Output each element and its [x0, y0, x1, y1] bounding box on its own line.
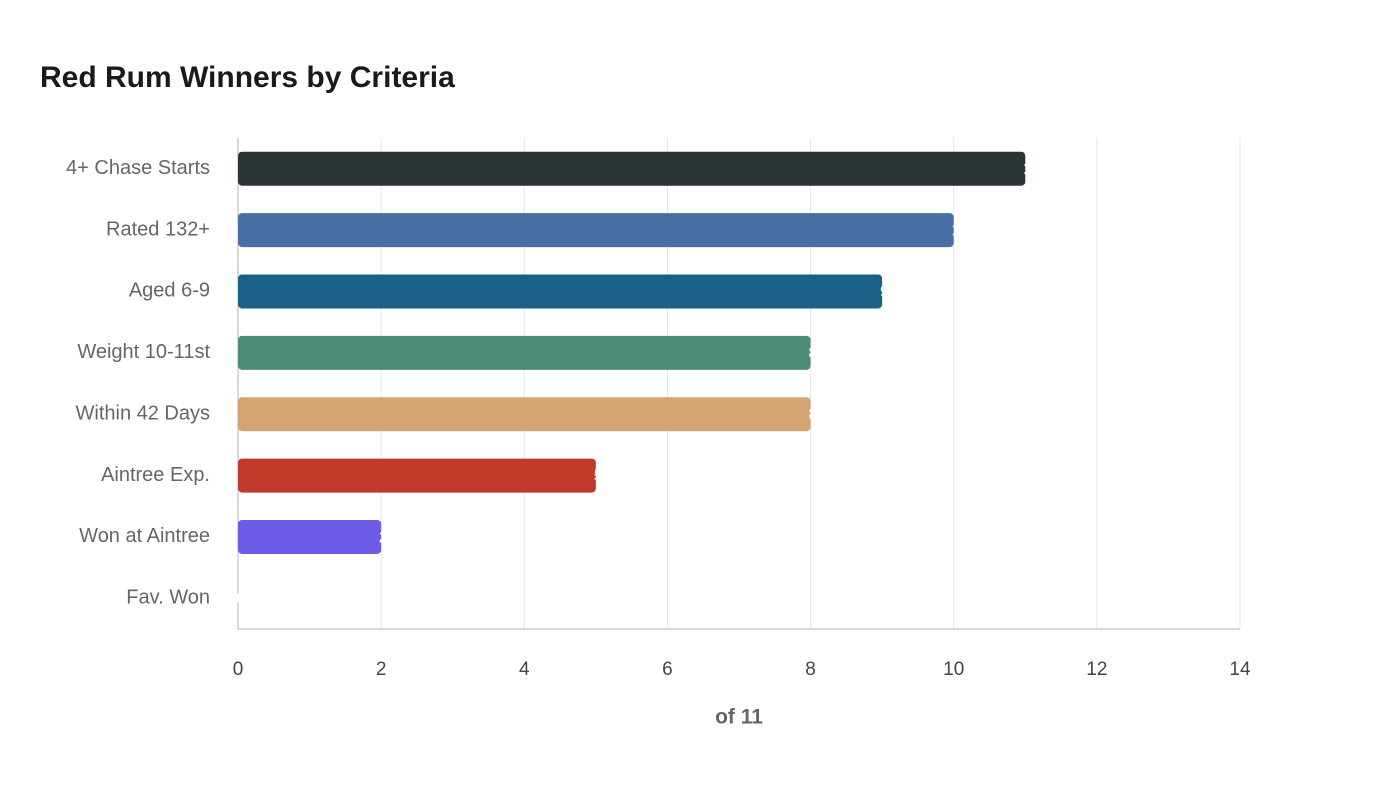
y-tick-label: Weight 10-11st [77, 341, 210, 363]
x-tick-label: 8 [805, 659, 816, 680]
bar [238, 213, 954, 248]
x-tick-label: 12 [1086, 659, 1107, 680]
y-tick-label: Rated 132+ [106, 218, 210, 240]
chart-title: Red Rum Winners by Criteria [40, 61, 455, 94]
y-tick-label: Aintree Exp. [101, 464, 210, 486]
y-tick-label: 4+ Chase Starts [66, 157, 210, 179]
data-label: 0 [236, 589, 245, 608]
x-tick-label: 10 [943, 659, 964, 680]
data-label: 9 [880, 282, 889, 301]
data-label: 8 [809, 405, 818, 424]
data-label: 5 [594, 466, 603, 485]
y-tick-label: Aged 6-9 [129, 280, 210, 302]
x-tick-label: 2 [376, 659, 387, 680]
y-tick-label: Won at Aintree [79, 525, 210, 547]
data-label: 11 [1023, 159, 1041, 178]
y-tick-label: Fav. Won [126, 587, 210, 609]
x-tick-label: 6 [662, 659, 673, 680]
data-label: 8 [809, 343, 818, 362]
x-tick-label: 4 [519, 659, 530, 680]
bar [238, 151, 1026, 186]
bar [238, 458, 596, 493]
bar [238, 335, 811, 370]
x-tick-label: 0 [233, 659, 244, 680]
y-tick-label: Within 42 Days [76, 402, 211, 424]
bar [238, 397, 811, 432]
bar [238, 519, 382, 554]
x-tick-label: 14 [1229, 659, 1251, 680]
bar [238, 274, 883, 309]
data-label: 10 [952, 221, 971, 240]
data-label: 2 [379, 527, 388, 546]
x-axis-title: of 11 [715, 706, 763, 729]
